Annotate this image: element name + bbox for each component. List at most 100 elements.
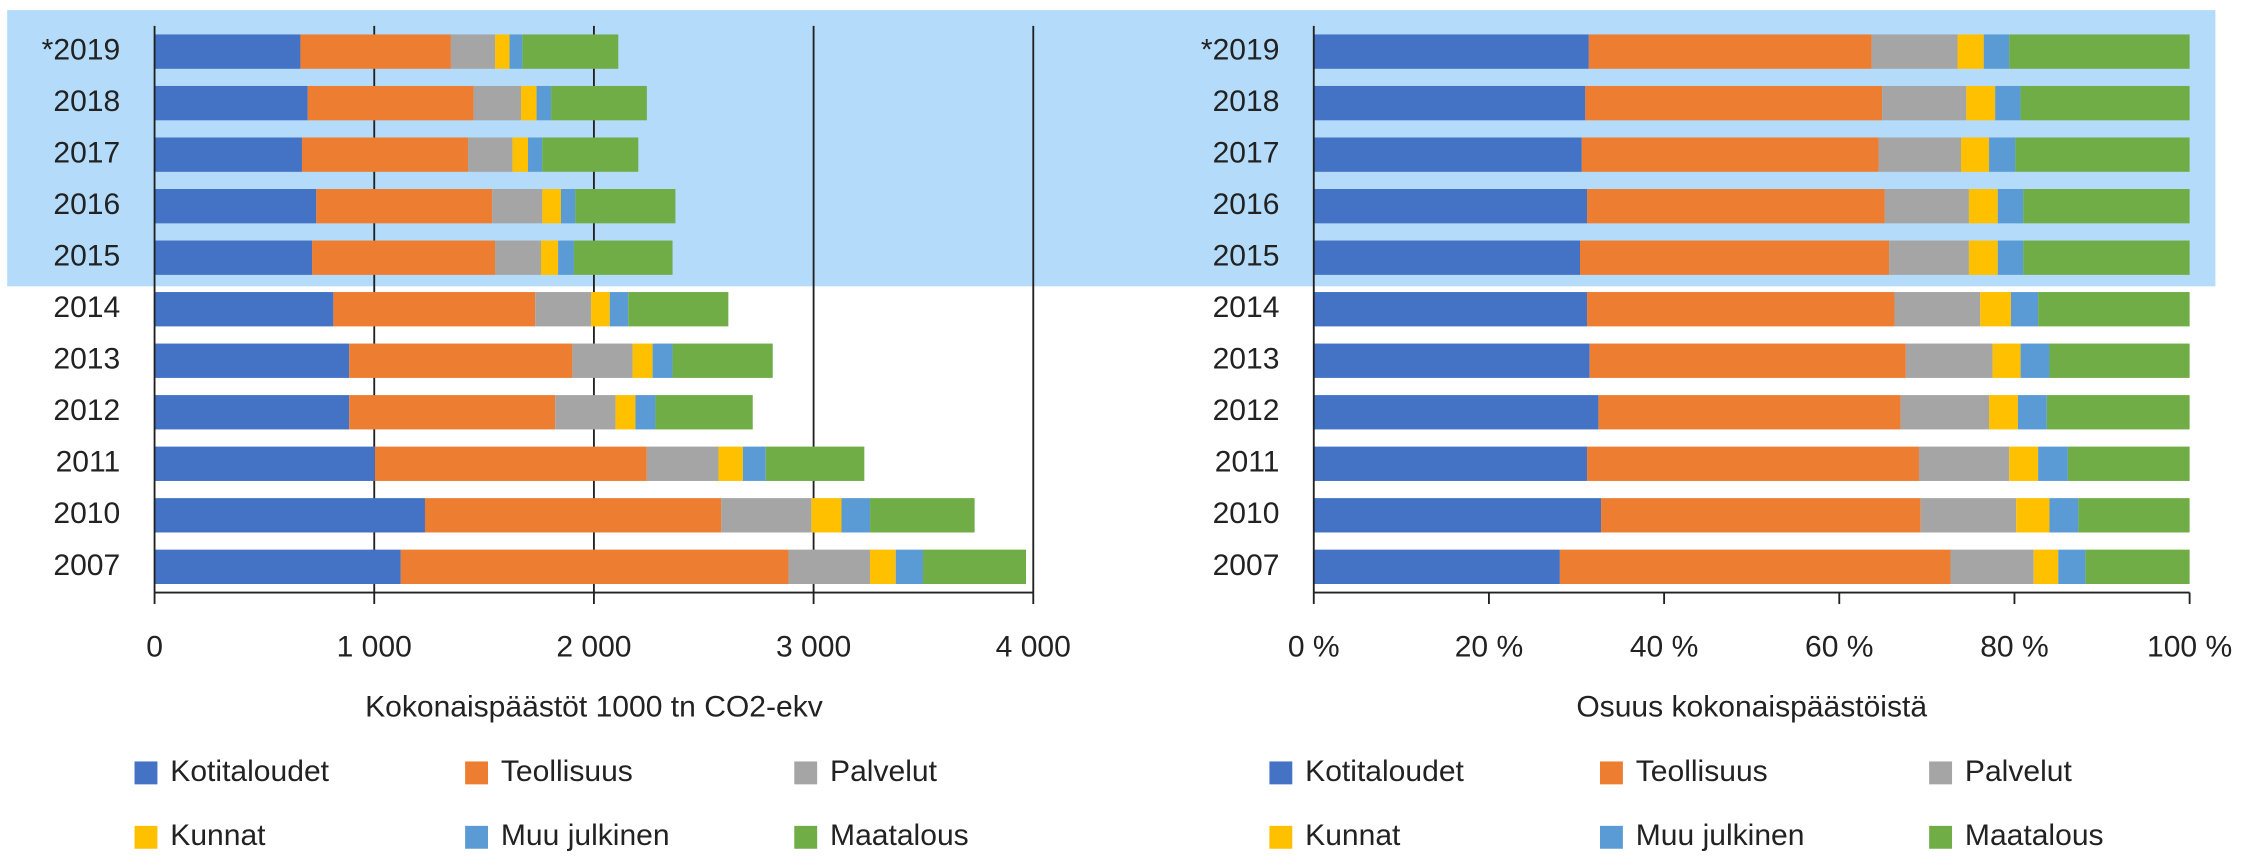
x-tick-label: 2 000 (556, 630, 631, 663)
bar-segment (300, 34, 451, 69)
bar-segment (540, 240, 559, 275)
bar-segment (1966, 85, 1996, 121)
x-axis-title: Kokonaispäästöt 1000 tn CO2-ekv (365, 690, 823, 723)
category-label: 2007 (53, 549, 120, 582)
bar-segment (742, 446, 766, 481)
bar-segment (1900, 395, 1990, 430)
bar-segment (2078, 498, 2190, 533)
bar-segment (646, 446, 719, 481)
bar-segment (1581, 137, 1879, 172)
bar-segment (154, 343, 350, 378)
x-tick-label: 0 (146, 630, 163, 663)
bar-segment (1894, 292, 1981, 327)
category-label: 2010 (53, 497, 120, 530)
x-tick-label: 40 % (1630, 630, 1699, 663)
bar-segment (1989, 395, 2018, 430)
x-tick-label: 1 000 (337, 630, 412, 663)
bar-segment (628, 292, 729, 327)
bar-segment (1589, 343, 1906, 378)
category-label: *2019 (1201, 34, 1280, 67)
bar-segment (1598, 395, 1901, 430)
bar-segment (1905, 343, 1993, 378)
bar-segment (154, 34, 301, 69)
bar-segment (2058, 549, 2086, 584)
bar-segment (2009, 34, 2190, 69)
legend-label: Maatalous (830, 819, 969, 852)
bar-segment (2033, 549, 2059, 584)
bar-segment (1313, 240, 1581, 275)
bar-segment (672, 343, 773, 378)
bar-segment (1968, 189, 1998, 224)
bar-segment (1983, 34, 2010, 69)
bar-segment (1968, 240, 1998, 275)
bar-segment (1889, 240, 1969, 275)
bar-segment (154, 549, 401, 584)
category-label: 2014 (1213, 291, 1280, 324)
bar-segment (1313, 446, 1588, 481)
bar-segment (765, 446, 865, 481)
bar-segment (1587, 292, 1895, 327)
legend-swatch (1929, 761, 1953, 785)
category-label: 2012 (53, 394, 120, 427)
bar-segment (349, 395, 556, 430)
bar-segment (154, 189, 317, 224)
bar-segment (609, 292, 629, 327)
bar-segment (1313, 137, 1582, 172)
x-tick-label: 3 000 (776, 630, 851, 663)
bar-segment (509, 34, 523, 69)
legend-swatch (134, 825, 158, 849)
bar-segment (721, 498, 812, 533)
bar-segment (2023, 189, 2190, 224)
bar-segment (2046, 395, 2190, 430)
bar-segment (522, 34, 619, 69)
bar-segment (2038, 446, 2068, 481)
legend-label: Muu julkinen (501, 819, 670, 852)
bar-segment (635, 395, 656, 430)
bar-segment (2010, 292, 2039, 327)
bar-segment (542, 189, 561, 224)
bar-segment (1587, 446, 1919, 481)
legend-label: Kotitaloudet (170, 755, 329, 788)
bar-segment (1313, 292, 1588, 327)
bar-segment (542, 137, 639, 172)
legend-label: Kotitaloudet (1305, 755, 1464, 788)
legend-label: Palvelut (1965, 755, 2073, 788)
bar-segment (555, 395, 616, 430)
legend-label: Maatalous (1965, 819, 2104, 852)
bar-segment (400, 549, 789, 584)
bar-segment (1920, 498, 2017, 533)
bar-segment (895, 549, 923, 584)
category-label: 2013 (53, 343, 120, 376)
legend-swatch (794, 761, 818, 785)
bar-segment (1313, 85, 1586, 121)
bar-segment (2038, 292, 2190, 327)
bar-segment (1882, 85, 1967, 121)
category-label: 2016 (1213, 188, 1280, 221)
bar-segment (301, 137, 469, 172)
bar-segment (528, 137, 543, 172)
bar-segment (424, 498, 722, 533)
bar-segment (1884, 189, 1969, 224)
category-label: 2017 (1213, 137, 1280, 170)
bar-segment (551, 85, 647, 121)
bar-segment (1559, 549, 1951, 584)
bar-segment (154, 292, 334, 327)
bar-segment (1989, 137, 2016, 172)
bar-segment (718, 446, 743, 481)
bar-segment (2016, 498, 2050, 533)
bar-segment (2023, 240, 2190, 275)
category-label: *2019 (42, 34, 121, 67)
bar-segment (1980, 292, 2011, 327)
bar-segment (1313, 395, 1599, 430)
bar-segment (1871, 34, 1958, 69)
legend-swatch (794, 825, 818, 849)
bar-segment (2020, 85, 2190, 121)
bar-segment (2015, 137, 2190, 172)
bar-segment (1995, 85, 2021, 121)
category-label: 2015 (1213, 240, 1280, 273)
x-tick-label: 80 % (1980, 630, 2049, 663)
bar-segment (492, 189, 543, 224)
bar-segment (1587, 189, 1885, 224)
bar-segment (1588, 34, 1872, 69)
